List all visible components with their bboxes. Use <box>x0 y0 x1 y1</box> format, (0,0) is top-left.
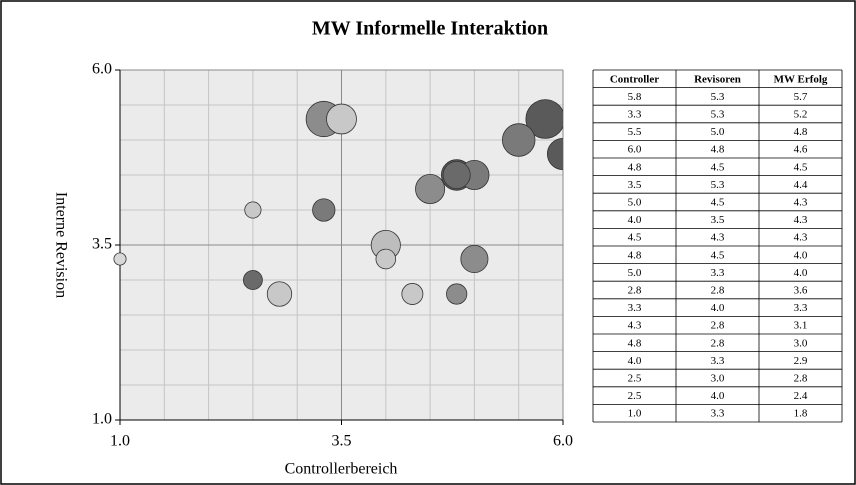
bubble <box>244 201 262 219</box>
table-cell: 4.5 <box>711 161 725 173</box>
y-tick-label: 3.5 <box>92 236 112 253</box>
table-cell: 2.9 <box>794 355 808 367</box>
table-cell: 2.8 <box>711 337 725 349</box>
bubbles <box>113 99 563 307</box>
y-axis-label: Interne Revision <box>52 192 69 298</box>
bubble <box>113 252 127 266</box>
table-cell: 1.0 <box>628 408 642 420</box>
table-cell: 4.3 <box>711 232 725 244</box>
bubble <box>242 270 263 290</box>
table-cell: 4.8 <box>628 337 642 349</box>
table-header: Controller <box>610 73 659 85</box>
x-tick-label: 6.0 <box>553 433 573 450</box>
y-tick-label: 1.0 <box>92 411 112 428</box>
bubble <box>501 123 536 157</box>
table-cell: 3.3 <box>711 408 725 420</box>
table-cell: 3.6 <box>794 285 808 297</box>
table-cell: 4.0 <box>794 249 808 261</box>
table-cell: 3.3 <box>711 267 725 279</box>
table-cell: 5.0 <box>628 267 642 279</box>
table-cell: 4.5 <box>711 249 725 261</box>
table-cell: 4.8 <box>711 144 725 156</box>
table-cell: 2.8 <box>794 373 808 385</box>
table-cell: 2.5 <box>628 373 642 385</box>
table-cell: 3.1 <box>794 320 808 332</box>
table-cell: 2.5 <box>628 390 642 402</box>
table-header: MW Erfolg <box>774 73 828 85</box>
bubble <box>460 244 489 273</box>
bubble <box>375 248 397 270</box>
table-cell: 5.0 <box>711 126 725 138</box>
table-cell: 4.5 <box>794 161 808 173</box>
x-tick-label: 1.0 <box>110 433 130 450</box>
table-cell: 4.8 <box>628 249 642 261</box>
table-cell: 2.8 <box>628 285 642 297</box>
chart-title: MW Informelle Interaktion <box>312 18 548 40</box>
bubble <box>415 173 446 205</box>
table-cell: 4.4 <box>794 179 808 191</box>
table-cell: 5.8 <box>628 91 642 103</box>
table-cell: 3.0 <box>794 337 808 349</box>
bubble <box>326 103 357 135</box>
bubble <box>401 283 424 305</box>
table-cell: 5.7 <box>794 91 808 103</box>
table-cell: 5.3 <box>711 109 725 121</box>
table-cell: 2.4 <box>794 390 808 402</box>
table-cell: 4.5 <box>711 197 725 209</box>
bubble <box>442 160 471 189</box>
data-table: Controller Revisoren MW Erfolg 5.8 5.3 5.7 3.3… <box>592 69 843 423</box>
table-cell: 2.8 <box>711 320 725 332</box>
table-cell: 5.5 <box>628 126 642 138</box>
table-cell: 1.8 <box>794 408 808 420</box>
table-header: Revisoren <box>694 73 741 85</box>
bubble <box>446 283 468 305</box>
table-cell: 4.8 <box>628 161 642 173</box>
bubble <box>546 137 563 171</box>
table-cell: 4.3 <box>794 214 808 226</box>
table-cell: 4.0 <box>628 355 642 367</box>
table-cell: 6.0 <box>628 144 642 156</box>
table-cell: 4.3 <box>794 197 808 209</box>
table-cell: 4.8 <box>794 126 808 138</box>
table-cell: 3.3 <box>628 302 642 314</box>
table-cell: 3.3 <box>711 355 725 367</box>
table-cell: 3.3 <box>628 109 642 121</box>
table-cell: 3.5 <box>628 179 642 191</box>
table-cell: 5.0 <box>628 197 642 209</box>
table-cell: 3.5 <box>711 214 725 226</box>
table-cell: 3.0 <box>711 373 725 385</box>
table-cell: 4.0 <box>711 390 725 402</box>
table-cell: 4.5 <box>628 232 642 244</box>
table-cell: 4.0 <box>628 214 642 226</box>
bubble <box>266 281 293 307</box>
table-cell: 4.3 <box>628 320 642 332</box>
x-axis-label: Controllerbereich <box>285 461 398 478</box>
bubble <box>312 198 336 222</box>
table-cell: 4.0 <box>794 267 808 279</box>
table-cell: 5.3 <box>711 179 725 191</box>
x-tick-label: 3.5 <box>332 433 352 450</box>
y-tick-label: 6.0 <box>92 61 112 78</box>
table-cell: 4.0 <box>711 302 725 314</box>
table-cell: 2.8 <box>711 285 725 297</box>
table-cell: 5.3 <box>711 91 725 103</box>
bubble <box>525 99 563 139</box>
table-cell: 5.2 <box>794 109 808 121</box>
table-cell: 3.3 <box>794 302 808 314</box>
table-cell: 4.3 <box>794 232 808 244</box>
table-cell: 4.6 <box>794 144 808 156</box>
